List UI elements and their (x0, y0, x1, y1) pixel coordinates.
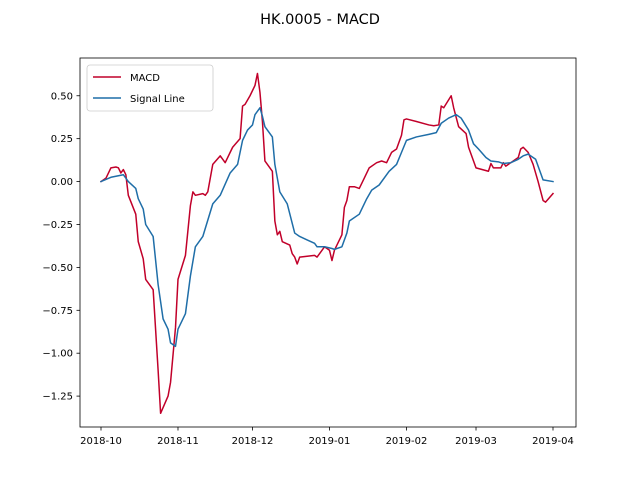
x-tick-label: 2019-01 (309, 436, 351, 447)
y-tick-label: −0.25 (42, 220, 73, 231)
x-tick-label: 2019-03 (455, 436, 497, 447)
axes-frame (79, 57, 577, 428)
y-axis: 0.50 0.25 0.00 −0.25 −0.50 −0.75 −1.00 −1.25 (42, 91, 80, 403)
axes-background (80, 58, 576, 427)
chart-title: HK.0005 - MACD (260, 12, 380, 28)
y-tick-label: 0.50 (51, 91, 73, 102)
y-tick-label: −1.25 (42, 392, 73, 403)
legend-label-macd: MACD (130, 73, 160, 84)
series-line-signal-line (100, 107, 554, 348)
x-tick-label: 2019-04 (532, 436, 574, 447)
x-tick-label: 2018-11 (157, 436, 199, 447)
plot-area: 2018-10 2018-11 2018-12 2019-01 2019-02 2019-… (42, 57, 577, 447)
legend-label-signal-line: Signal Line (130, 94, 185, 105)
x-tick-label: 2018-10 (80, 436, 122, 447)
series-line-macd (99, 72, 555, 415)
x-tick-label: 2018-12 (232, 436, 274, 447)
x-axis: 2018-10 2018-11 2018-12 2019-01 2019-02 2019-… (80, 427, 574, 447)
y-tick-label: −1.00 (42, 349, 73, 360)
y-tick-label: 0.25 (51, 134, 73, 145)
x-tick-label: 2019-02 (386, 436, 428, 447)
y-tick-label: −0.50 (42, 263, 73, 274)
y-tick-label: −0.75 (42, 306, 73, 317)
y-tick-label: 0.00 (51, 177, 73, 188)
legend: MACD Signal Line (86, 64, 214, 112)
series-layer (99, 72, 555, 415)
